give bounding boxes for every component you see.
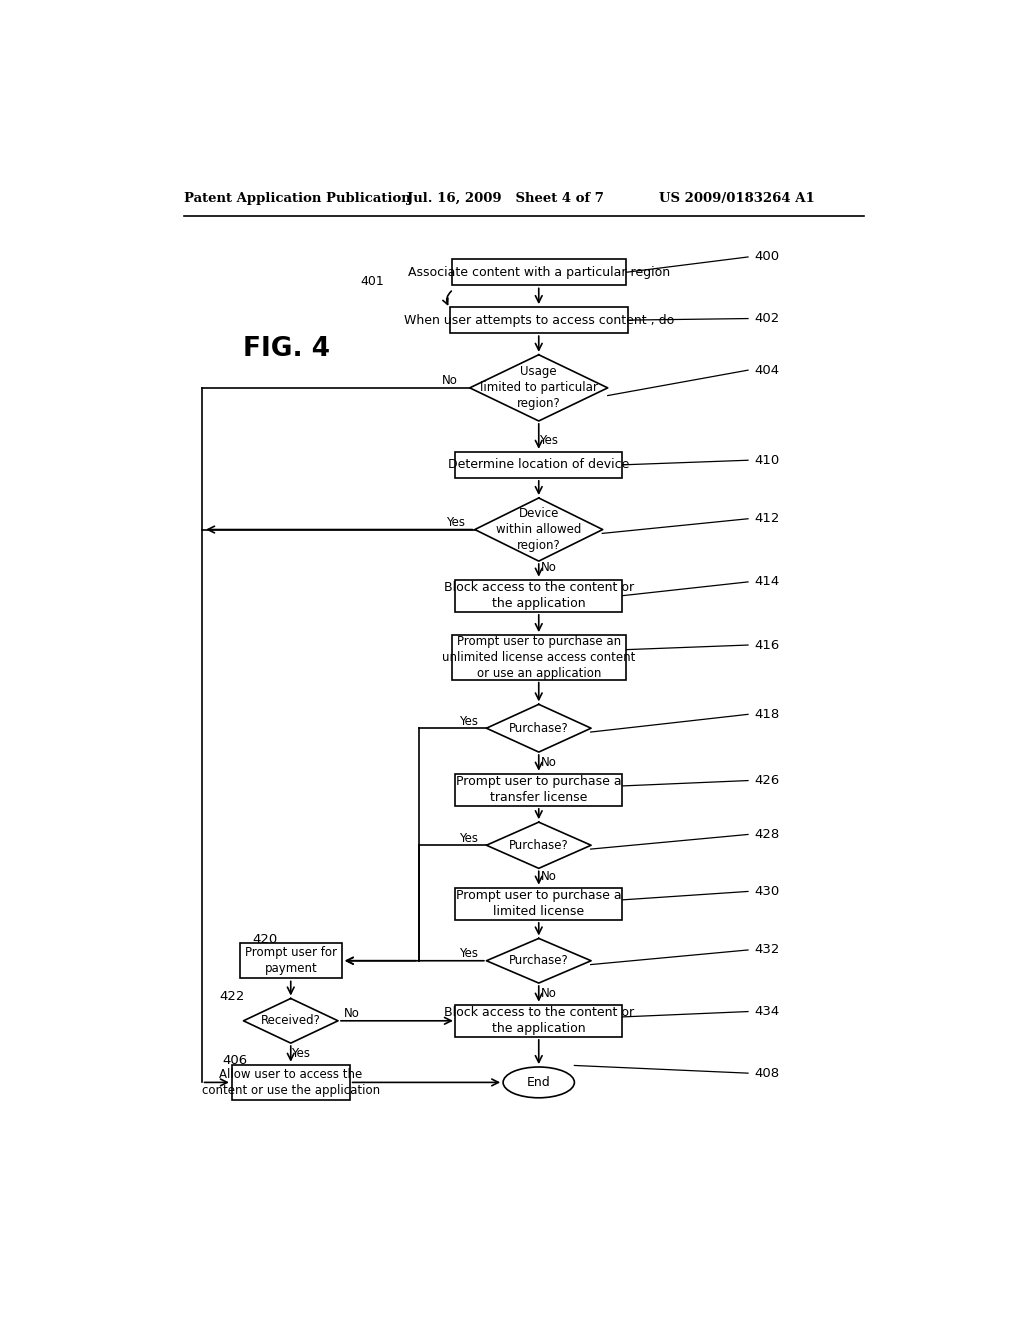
- Text: Yes: Yes: [459, 948, 478, 961]
- Text: FIG. 4: FIG. 4: [243, 337, 330, 363]
- Text: When user attempts to access content , do: When user attempts to access content , d…: [403, 314, 674, 326]
- FancyBboxPatch shape: [452, 259, 626, 285]
- Text: No: No: [441, 375, 458, 388]
- Text: End: End: [527, 1076, 551, 1089]
- Text: Purchase?: Purchase?: [509, 838, 568, 851]
- Text: Block access to the content or
the application: Block access to the content or the appli…: [443, 581, 634, 610]
- Text: No: No: [344, 1007, 359, 1020]
- Text: 416: 416: [755, 639, 779, 652]
- Text: Purchase?: Purchase?: [509, 722, 568, 735]
- Text: 422: 422: [219, 990, 245, 1003]
- Text: 410: 410: [755, 454, 779, 467]
- Text: Yes: Yes: [291, 1047, 309, 1060]
- Text: Prompt user to purchase a
transfer license: Prompt user to purchase a transfer licen…: [456, 775, 622, 804]
- Text: Block access to the content or
the application: Block access to the content or the appli…: [443, 1006, 634, 1035]
- Text: 430: 430: [755, 884, 779, 898]
- Polygon shape: [475, 498, 603, 561]
- Text: No: No: [541, 561, 557, 574]
- FancyBboxPatch shape: [456, 579, 622, 612]
- Text: No: No: [541, 756, 557, 770]
- Text: Prompt user for
payment: Prompt user for payment: [245, 946, 337, 975]
- Text: 428: 428: [755, 828, 779, 841]
- Text: 418: 418: [755, 708, 779, 721]
- Text: Yes: Yes: [459, 832, 478, 845]
- Ellipse shape: [503, 1067, 574, 1098]
- Text: 408: 408: [755, 1067, 779, 1080]
- FancyBboxPatch shape: [231, 1065, 349, 1100]
- FancyBboxPatch shape: [456, 887, 622, 920]
- Text: 402: 402: [755, 312, 779, 325]
- Text: Device
within allowed
region?: Device within allowed region?: [496, 507, 582, 552]
- Text: Allow user to access the
content or use the application: Allow user to access the content or use …: [202, 1068, 380, 1097]
- Text: 434: 434: [755, 1005, 779, 1018]
- FancyBboxPatch shape: [452, 635, 626, 680]
- FancyBboxPatch shape: [240, 942, 342, 978]
- Text: Yes: Yes: [540, 434, 558, 447]
- Text: Yes: Yes: [445, 516, 465, 529]
- Text: Prompt user to purchase a
limited license: Prompt user to purchase a limited licens…: [456, 890, 622, 919]
- Text: Received?: Received?: [261, 1014, 321, 1027]
- Text: Associate content with a particular region: Associate content with a particular regi…: [408, 265, 670, 279]
- Polygon shape: [486, 939, 591, 983]
- Polygon shape: [486, 705, 591, 752]
- Text: 432: 432: [755, 944, 779, 957]
- FancyBboxPatch shape: [450, 308, 628, 333]
- Text: Usage
limited to particular
region?: Usage limited to particular region?: [480, 366, 598, 411]
- Text: Purchase?: Purchase?: [509, 954, 568, 968]
- Text: 412: 412: [755, 512, 779, 525]
- Text: Determine location of device: Determine location of device: [449, 458, 630, 471]
- FancyBboxPatch shape: [456, 1005, 622, 1038]
- Text: Jul. 16, 2009   Sheet 4 of 7: Jul. 16, 2009 Sheet 4 of 7: [407, 191, 604, 205]
- Text: Yes: Yes: [459, 714, 478, 727]
- Text: 426: 426: [755, 774, 779, 787]
- Text: No: No: [541, 987, 557, 1001]
- Text: 401: 401: [360, 275, 384, 288]
- FancyBboxPatch shape: [456, 451, 622, 478]
- Text: 404: 404: [755, 363, 779, 376]
- FancyBboxPatch shape: [456, 774, 622, 807]
- Polygon shape: [470, 355, 607, 421]
- Polygon shape: [486, 822, 591, 869]
- Text: 400: 400: [755, 251, 779, 264]
- Text: 414: 414: [755, 576, 779, 589]
- Text: Patent Application Publication: Patent Application Publication: [183, 191, 411, 205]
- Text: US 2009/0183264 A1: US 2009/0183264 A1: [658, 191, 815, 205]
- Polygon shape: [244, 998, 338, 1043]
- Text: Prompt user to purchase an
unlimited license access content
or use an applicatio: Prompt user to purchase an unlimited lic…: [442, 635, 636, 680]
- Text: 406: 406: [222, 1055, 248, 1068]
- Text: No: No: [541, 870, 557, 883]
- Text: 420: 420: [252, 933, 278, 945]
